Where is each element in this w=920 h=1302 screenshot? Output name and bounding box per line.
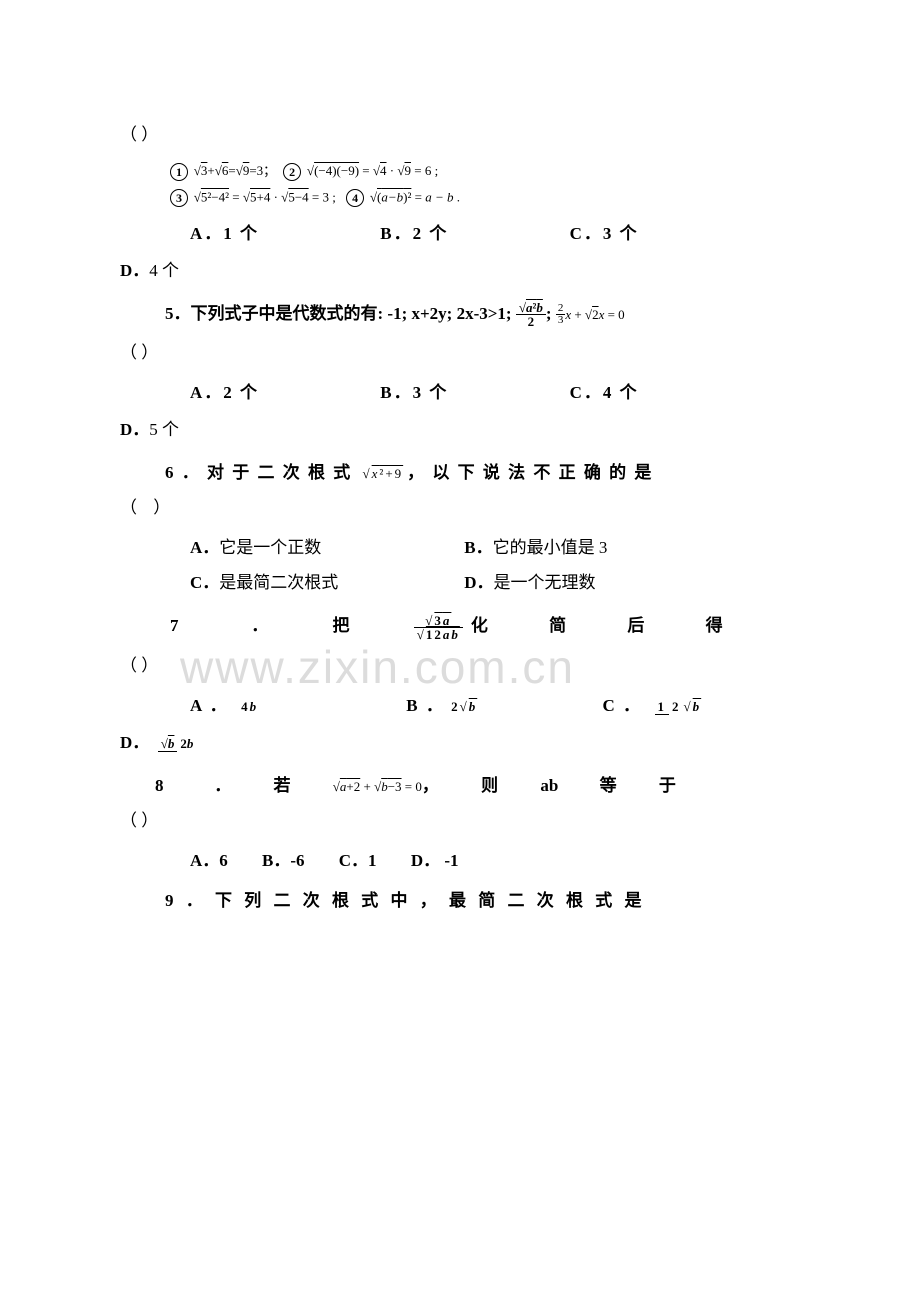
q5-opt-b: B．3 个 bbox=[380, 383, 448, 402]
q6-opts-row1: A．它是一个正数 B．它的最小值是 3 bbox=[190, 533, 800, 558]
q5-stem: 5．下列式子中是代数式的有: -1; x+2y; 2x-3>1; √a²b 2 … bbox=[165, 299, 800, 329]
q4-opt-d: D．4 个 bbox=[120, 256, 800, 281]
q4-opt-c: C．3 个 bbox=[570, 224, 639, 243]
q5-frac2: 2 3 bbox=[556, 303, 566, 326]
q4-eq-row2: 3 √5²−4² = √5+4 · √5−4 = 3 ; 4 √(a−b)² =… bbox=[170, 189, 800, 207]
q7-stem: 7 ． 把 √3a √12ab 化 简 后 得 bbox=[170, 611, 800, 641]
q7-frac: √3a √12ab bbox=[414, 614, 463, 641]
q6-math: √x²+9 bbox=[363, 466, 404, 481]
circled-3: 3 bbox=[170, 189, 188, 207]
q4-paren: （ ） bbox=[120, 120, 800, 145]
q4-eq1: √3+√6=√9=3； bbox=[194, 163, 280, 178]
q5-opt-a: A．2 个 bbox=[190, 383, 259, 402]
q5-opt-d: D．5 个 bbox=[120, 415, 800, 440]
page-content: （ ） 1 √3+√6=√9=3； 2 √(−4)(−9) = √4 · √9 … bbox=[120, 120, 800, 911]
q7-paren: （ ） bbox=[120, 651, 800, 676]
q7-options: A ． 4b B ． 2√b C ． 12√b bbox=[190, 691, 800, 716]
q4-eq-row1: 1 √3+√6=√9=3； 2 √(−4)(−9) = √4 · √9 = 6 … bbox=[170, 160, 800, 181]
q6-opt-c-text: 是最简二次根式 bbox=[219, 573, 338, 592]
q5-frac1: √a²b 2 bbox=[516, 301, 546, 328]
q5-opt-c: C．4 个 bbox=[570, 383, 639, 402]
q4-eq2: √(−4)(−9) = √4 · √9 = 6 ; bbox=[307, 163, 438, 178]
q4-opt-a: A．1 个 bbox=[190, 224, 259, 243]
q6-stem: 6 ． 对 于 二 次 根 式 √x²+9， 以 下 说 法 不 正 确 的 是 bbox=[165, 458, 800, 483]
q4-eq3: √5²−4² = √5+4 · √5−4 = 3 ; bbox=[194, 189, 343, 204]
q6-paren: （ ） bbox=[120, 493, 800, 518]
q4-eq4: √(a−b)² = a − b . bbox=[370, 189, 460, 204]
q8-paren: （ ） bbox=[120, 806, 800, 831]
circled-4: 4 bbox=[346, 189, 364, 207]
q6-opt-a-text: 它是一个正数 bbox=[219, 538, 321, 557]
q8-stem: 8 ． 若 √a+2 + √b−3 = 0， 则 ab 等 于 bbox=[155, 771, 800, 796]
circled-1: 1 bbox=[170, 163, 188, 181]
q8-math: √a+2 + √b−3 = 0 bbox=[333, 779, 422, 794]
q6-opt-b-text: 它的最小值是 3 bbox=[493, 538, 608, 557]
q5-options-abc: A．2 个 B．3 个 C．4 个 bbox=[190, 378, 800, 403]
q8-options: A．6 B．-6 C．1 D． -1 bbox=[190, 846, 800, 871]
q9-stem: 9 ． 下 列 二 次 根 式 中 ， 最 简 二 次 根 式 是 bbox=[165, 886, 800, 911]
q6-opt-d-text: 是一个无理数 bbox=[494, 573, 596, 592]
q4-options-abc: A．1 个 B．2 个 C．3 个 bbox=[190, 219, 800, 244]
q6-opts-row2: C．是最简二次根式 D．是一个无理数 bbox=[190, 568, 800, 593]
q4-opt-b: B．2 个 bbox=[380, 224, 448, 243]
q5-paren: （ ） bbox=[120, 338, 800, 363]
circled-2: 2 bbox=[283, 163, 301, 181]
q7-opt-d: D． √b2b bbox=[120, 728, 800, 753]
